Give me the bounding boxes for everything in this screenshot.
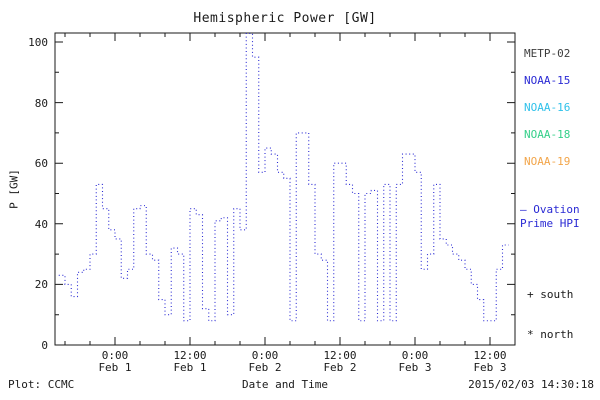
- north-marker-legend: * north: [527, 328, 573, 341]
- y-tick-label: 60: [34, 157, 48, 171]
- plot-timestamp: 2015/02/03 14:30:18: [468, 378, 594, 391]
- y-tick-label: 40: [34, 217, 48, 231]
- axis-minor-ticks: [55, 33, 515, 345]
- ovation-label-line2: Prime HPI: [520, 217, 580, 230]
- x-tick-label: 0:00 Feb 1: [98, 349, 132, 374]
- y-tick-label: 80: [34, 96, 48, 110]
- y-tick-label: 0: [41, 339, 48, 352]
- x-tick-label: 0:00 Feb 2: [248, 349, 282, 374]
- north-label: north: [540, 328, 574, 341]
- x-tick-label: 12:00 Feb 2: [323, 349, 357, 374]
- plot-source-label: Plot: CCMC: [8, 378, 75, 391]
- ovation-label-line1: Ovation: [533, 203, 580, 216]
- plus-icon: +: [527, 288, 534, 301]
- legend-item-noaa16: NOAA-16: [524, 101, 571, 114]
- y-tick-label: 100: [28, 36, 48, 49]
- south-label: south: [540, 288, 574, 301]
- asterisk-icon: *: [527, 328, 534, 341]
- axis-major-ticks: [55, 33, 515, 346]
- y-tick-label: 20: [34, 278, 48, 292]
- axis-box: [54, 32, 516, 346]
- line-style-sample: —: [520, 203, 527, 216]
- x-tick-label: 0:00 Feb 3: [398, 349, 432, 374]
- satellite-legend: METP-02 NOAA-15 NOAA-16 NOAA-18 NOAA-19: [524, 40, 570, 175]
- legend-item-noaa15: NOAA-15: [524, 74, 571, 87]
- south-marker-legend: + south: [527, 288, 573, 301]
- x-axis-label: Date and Time: [241, 378, 329, 391]
- legend-item-noaa19: NOAA-19: [524, 155, 571, 168]
- x-tick-label: 12:00 Feb 3: [473, 349, 507, 374]
- x-tick-label: 12:00 Feb 1: [173, 349, 207, 374]
- legend-item-metp02: METP-02: [524, 47, 571, 60]
- hpi-step-line: [58, 32, 509, 322]
- chart-title: Hemispheric Power [GW]: [193, 11, 377, 26]
- y-axis-label: P [GW]: [7, 169, 21, 209]
- ovation-prime-label: — Ovation Prime HPI: [520, 203, 580, 231]
- legend-item-noaa18: NOAA-18: [524, 128, 571, 141]
